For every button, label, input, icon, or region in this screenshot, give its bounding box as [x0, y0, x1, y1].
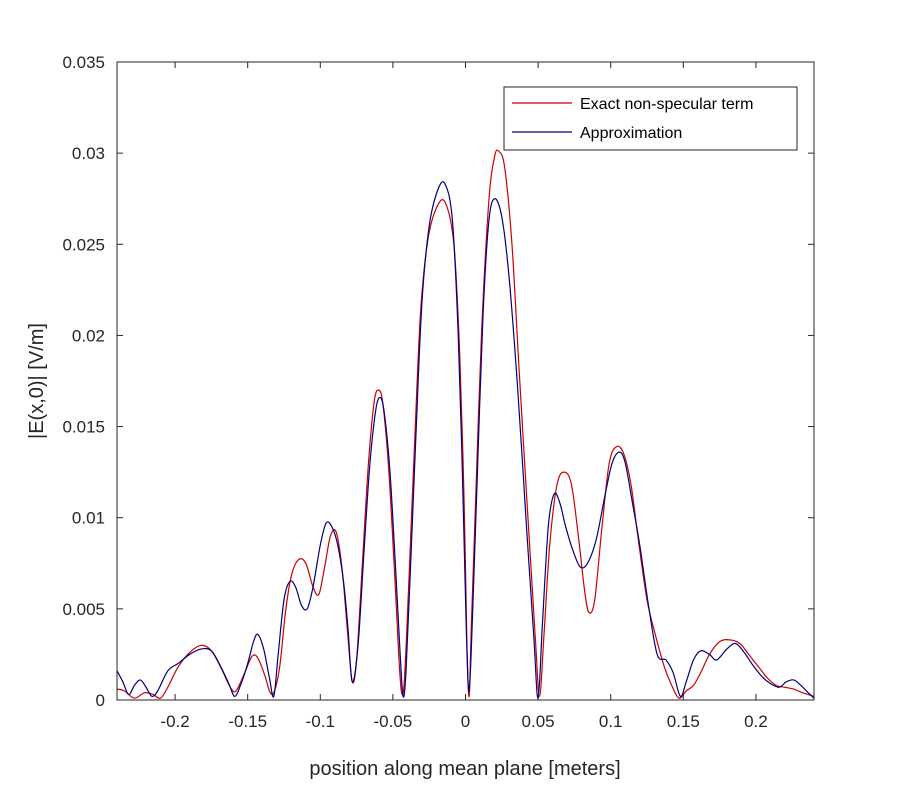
x-tick-label: -0.05 — [374, 712, 413, 731]
y-tick-label: 0.015 — [62, 418, 105, 437]
x-axis-label: position along mean plane [meters] — [309, 758, 620, 780]
x-tick-label: -0.2 — [160, 712, 189, 731]
y-tick-label: 0.035 — [62, 53, 105, 72]
x-tick-label: 0.15 — [667, 712, 700, 731]
y-tick-label: 0.02 — [72, 326, 105, 345]
x-axis: -0.2 -0.15 -0.1 -0.05 0 0.05 0.1 0.15 0.2 — [160, 62, 768, 731]
x-tick-label: 0.2 — [744, 712, 768, 731]
legend-label-1: Exact non-specular term — [580, 96, 753, 113]
legend: Exact non-specular term Approximation — [503, 86, 798, 151]
y-tick-label: 0.03 — [72, 144, 105, 163]
y-tick-label: 0.005 — [62, 600, 105, 619]
y-tick-label: 0.025 — [62, 235, 105, 254]
x-tick-label: 0.1 — [599, 712, 623, 731]
y-axis: 0 0.005 0.01 0.015 0.02 0.025 0.03 0.035 — [62, 53, 814, 710]
legend-box — [503, 86, 798, 151]
y-tick-label: 0.01 — [72, 509, 105, 528]
x-tick-label: 0.05 — [522, 712, 555, 731]
x-tick-label: -0.15 — [228, 712, 267, 731]
x-tick-label: -0.1 — [306, 712, 335, 731]
series-line-2 — [117, 181, 814, 699]
x-tick-label: 0 — [461, 712, 470, 731]
y-tick-label: 0 — [96, 691, 105, 710]
y-axis-label: |E(x,0)| [V/m] — [26, 323, 48, 439]
series-layer — [117, 149, 814, 699]
series-line-1 — [117, 149, 814, 699]
legend-label-2: Approximation — [580, 125, 682, 142]
